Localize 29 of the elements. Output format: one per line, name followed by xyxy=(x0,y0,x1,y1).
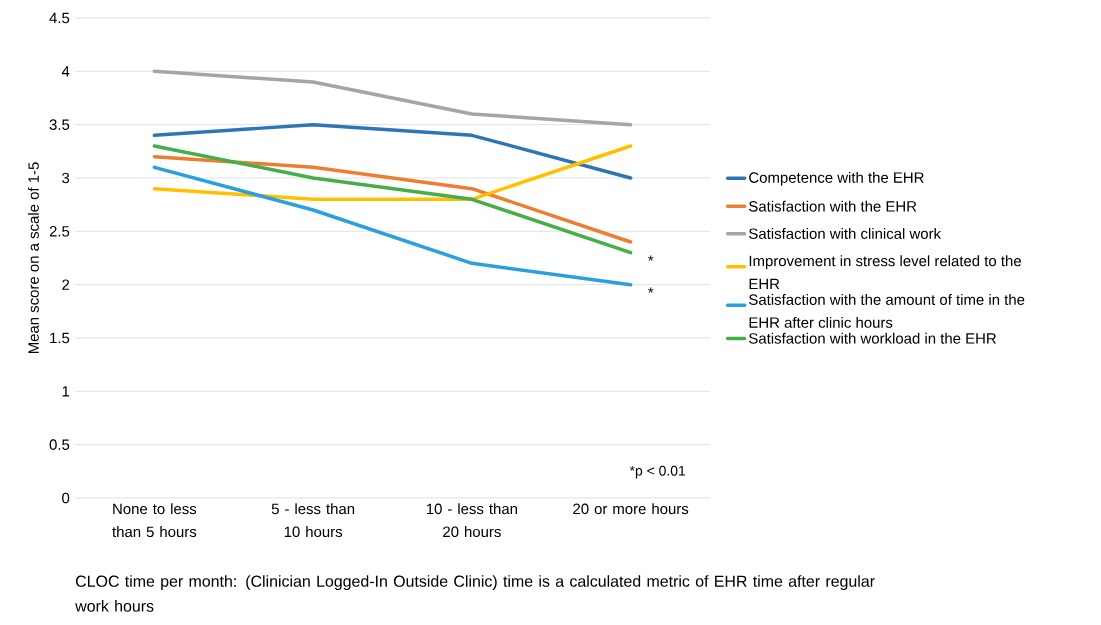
line-series xyxy=(152,154,633,244)
x-tick-label: 10 - less than 20 hours xyxy=(426,503,517,538)
y-tick-label: 4.5 xyxy=(49,12,70,24)
legend-label: Satisfaction with the amount of time in the EHR after clinic hours xyxy=(749,293,1025,328)
y-tick-label: 1.5 xyxy=(50,332,70,344)
annotation: * xyxy=(648,255,654,261)
line-series xyxy=(152,144,633,255)
y-tick-label: 0.5 xyxy=(49,439,70,450)
legend-label: Satisfaction with the EHR xyxy=(749,200,917,212)
legend-label: Satisfaction with clinical work xyxy=(749,228,942,239)
x-axis-title: CLOC time per month: (Clinician Logged-In Outside Clinic) time is a calculated metric of EHR time after regular work hours xyxy=(75,575,875,612)
y-tick-label: 3.5 xyxy=(49,119,70,130)
y-tick-label: 1 xyxy=(62,386,70,397)
x-tick-label: 20 or more hours xyxy=(573,503,689,515)
y-tick-label: 2 xyxy=(62,279,70,290)
legend-label: Satisfaction with workload in the EHR xyxy=(749,332,996,344)
x-tick-label: 5 - less than 10 hours xyxy=(271,503,355,538)
x-tick-label: None to less than 5 hours xyxy=(112,503,197,538)
y-tick-label: 3 xyxy=(62,172,70,184)
y-tick-label: 4 xyxy=(61,66,70,77)
y-tick-label: 0 xyxy=(62,492,70,504)
line-series xyxy=(152,165,633,287)
legend-label: Competence with the EHR xyxy=(749,171,924,186)
annotation: * xyxy=(648,287,654,293)
line-series xyxy=(152,69,633,127)
annotation: *p < 0.01 xyxy=(629,465,686,479)
y-axis-title: Mean score on a scale of 1-5 xyxy=(27,162,39,354)
y-tick-label: 2.5 xyxy=(49,226,70,237)
legend-label: Improvement in stress level related to the EHR xyxy=(749,255,1021,290)
